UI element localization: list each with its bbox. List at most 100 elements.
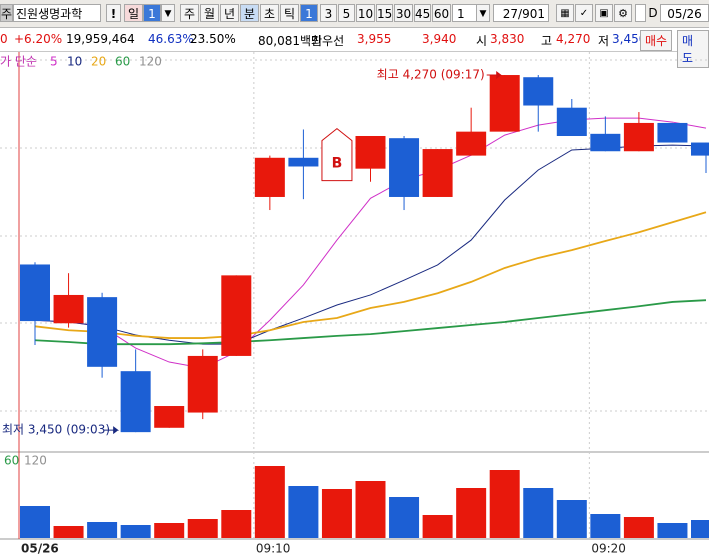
volume-bar xyxy=(20,506,50,538)
toolbar: 주 진원생명과학 ! 일 1 ▼ 주 월 년 분 초 틱 1 3 5 10 15 30 45… xyxy=(0,0,709,28)
interval-button[interactable]: 45 xyxy=(414,4,431,22)
year-button[interactable]: 년 xyxy=(220,4,239,22)
ma-line xyxy=(34,211,707,339)
date-check-label: D xyxy=(648,6,658,20)
volume-bar xyxy=(556,500,587,538)
checkbox[interactable] xyxy=(635,4,646,22)
volume-bar xyxy=(120,525,151,538)
low-note: 최저 3,450 (09:03) xyxy=(2,423,110,437)
ma-line xyxy=(34,299,707,346)
icon[interactable]: ▦ xyxy=(556,4,574,22)
candle-body xyxy=(355,136,386,169)
volume-bar xyxy=(389,497,420,538)
volume-bar xyxy=(691,520,709,538)
info-bar: 0 +6.20% 19,959,464 46.63% 23.50% 80,081… xyxy=(0,28,709,68)
high: 4,270 xyxy=(556,32,591,46)
ask: 3,955 xyxy=(357,32,392,46)
bid: 3,940 xyxy=(422,32,457,46)
candle-body xyxy=(623,122,654,152)
interval-button[interactable]: 30 xyxy=(394,4,413,22)
legend-item: 5 xyxy=(50,55,58,69)
buy-button[interactable]: 매수 xyxy=(640,30,673,51)
volume-legend: 60 xyxy=(4,454,19,468)
period-button[interactable]: 일 xyxy=(124,4,143,22)
change-rate: +6.20% xyxy=(14,32,63,46)
volume-bar xyxy=(87,522,118,538)
volume-bar xyxy=(422,515,453,538)
buy-label: B xyxy=(332,156,343,172)
candle-body xyxy=(590,133,621,152)
volume-bar xyxy=(221,510,252,538)
alert-button[interactable]: ! xyxy=(106,4,121,22)
label: 고 xyxy=(541,34,553,48)
amount: 80,081백만 xyxy=(258,34,323,48)
volume-bar xyxy=(523,488,554,538)
open: 3,830 xyxy=(490,32,525,46)
interval-button[interactable]: 5 xyxy=(338,4,355,22)
volume-bar xyxy=(288,486,319,538)
candle-body xyxy=(120,371,151,433)
second-button[interactable]: 초 xyxy=(260,4,279,22)
icon[interactable]: ⚙ xyxy=(614,4,632,22)
icon[interactable]: ▣ xyxy=(595,4,613,22)
volume-bar xyxy=(590,514,621,538)
interval-button[interactable]: 15 xyxy=(376,4,393,22)
interval-button[interactable]: 60 xyxy=(432,4,451,22)
code-button[interactable]: 주 xyxy=(0,4,13,22)
buy-marker xyxy=(321,127,353,182)
label: 최우선 xyxy=(311,34,345,48)
arrow xyxy=(486,71,503,80)
candle-body xyxy=(154,406,185,428)
label: 시 xyxy=(476,34,488,48)
dropdown[interactable]: ▼ xyxy=(161,4,175,22)
candle-body xyxy=(221,275,252,356)
candle-body xyxy=(87,297,118,367)
volume-bar xyxy=(657,523,688,538)
candle-body xyxy=(657,122,688,143)
legend-prefix: 가 단순 xyxy=(0,55,37,69)
x-tick-label: 09:20 xyxy=(591,542,626,556)
ratio: 46.63% xyxy=(148,32,194,46)
high-note: 최고 4,270 (09:17) xyxy=(377,68,485,82)
candle-body xyxy=(254,157,285,197)
ratio: 23.50% xyxy=(190,32,236,46)
tick-button[interactable]: 틱 xyxy=(280,4,299,22)
legend-item: 120 xyxy=(139,55,162,69)
ma-line xyxy=(34,117,707,369)
week-button[interactable]: 주 xyxy=(180,4,199,22)
volume-bar xyxy=(154,523,185,538)
candle-body xyxy=(53,294,84,324)
volume-bar xyxy=(187,519,218,538)
candle-body xyxy=(523,77,554,106)
volume-bar xyxy=(53,526,84,538)
candle-body xyxy=(456,131,487,156)
volume-legend: 120 xyxy=(24,454,47,468)
volume-bar xyxy=(623,517,654,538)
candle-body xyxy=(389,138,420,197)
stock-name[interactable]: 진원생명과학 xyxy=(13,4,101,22)
interval-button[interactable]: 1 xyxy=(300,4,318,22)
volume-bar xyxy=(456,488,487,538)
icon[interactable]: ✓ xyxy=(575,4,593,22)
month-button[interactable]: 월 xyxy=(200,4,219,22)
chart: 05/26 09:10 09:20 가 단순 5 10 20 60 120 60 120 최고 4,2… xyxy=(0,52,709,556)
minute-button[interactable]: 분 xyxy=(240,4,259,22)
low: 3,450 xyxy=(612,32,647,46)
candle-body xyxy=(422,149,453,197)
period-count[interactable]: 1 xyxy=(143,4,161,22)
legend-item: 10 xyxy=(67,55,82,69)
volume-bar xyxy=(254,466,285,538)
date-input[interactable]: 05/26 xyxy=(660,4,709,22)
dropdown[interactable]: ▼ xyxy=(476,4,490,22)
x-tick-label: 09:10 xyxy=(256,542,291,556)
candle-body xyxy=(288,157,319,167)
legend-item: 60 xyxy=(115,55,130,69)
page-counter[interactable]: 27/901 xyxy=(493,4,549,22)
change: 0 xyxy=(0,32,8,46)
legend-item: 20 xyxy=(91,55,106,69)
candle-body xyxy=(20,264,50,322)
interval-button[interactable]: 10 xyxy=(356,4,375,22)
interval-button[interactable]: 3 xyxy=(320,4,337,22)
volume-bar xyxy=(489,470,520,538)
